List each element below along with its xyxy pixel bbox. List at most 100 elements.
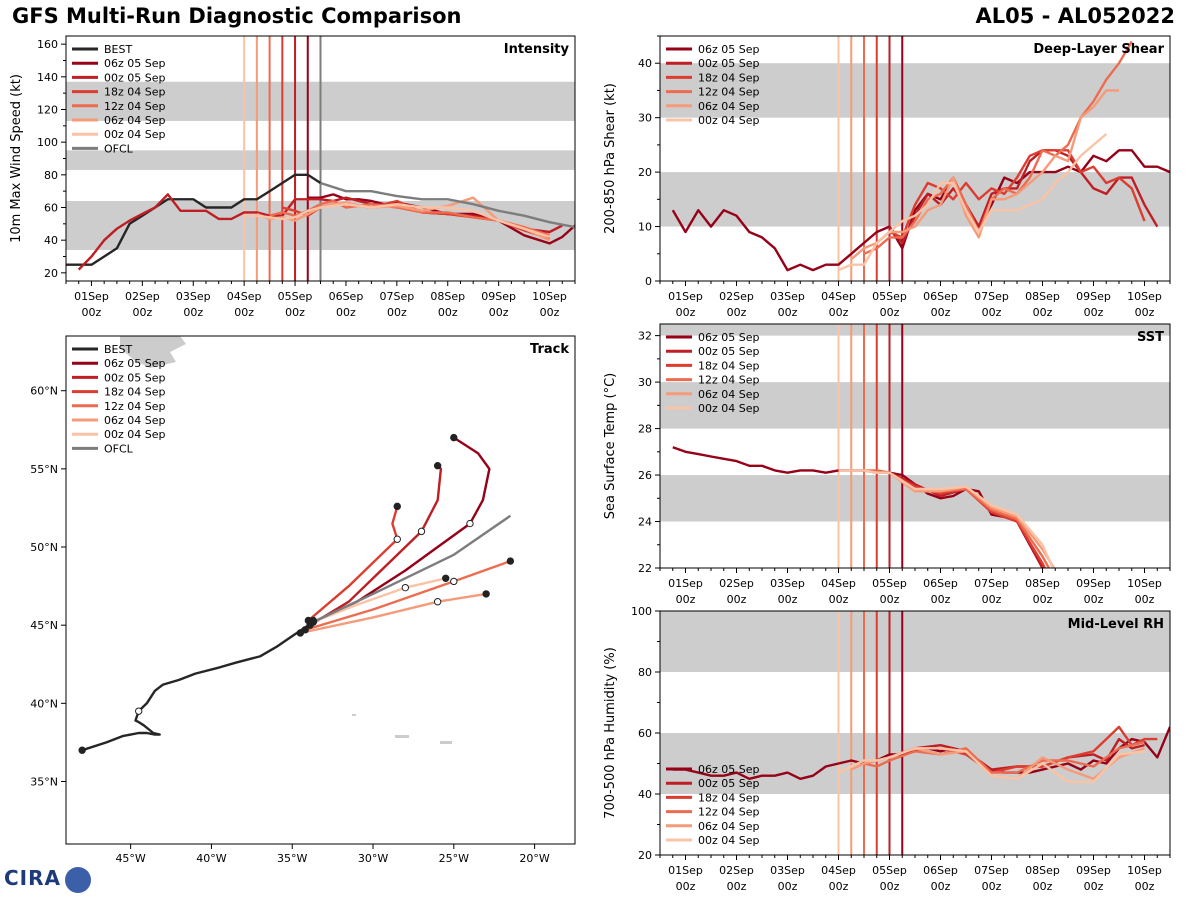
x-tick-label: 00z [931, 306, 951, 319]
legend-label-12z-04-sep: 12z 04 Sep [104, 400, 166, 413]
track-point-06z-04-sep [482, 590, 490, 598]
greenland-land [120, 336, 186, 368]
x-tick-label: 00z [1084, 593, 1104, 606]
series-line-ofcl [320, 181, 575, 229]
legend-label-06z-04-sep: 06z 04 Sep [104, 114, 166, 127]
track-point-00z-05-sep [433, 462, 442, 470]
legend-label-18z-04-sep: 18z 04 Sep [104, 386, 166, 399]
series-line-12z-04-sep [304, 559, 511, 632]
azores-land [352, 714, 356, 716]
x-tick-label: 03Sep [770, 577, 805, 590]
y-tick-label: 55°N [30, 463, 58, 476]
y-tick-label: 80 [638, 666, 652, 679]
track-point-00z-05-sep [417, 527, 426, 536]
x-tick-label: 40°W [196, 852, 226, 865]
panel-title: Deep-Layer Shear [1033, 42, 1164, 57]
x-tick-label: 08Sep [430, 290, 465, 303]
x-tick-label: 04Sep [227, 290, 262, 303]
series-line-00z-04-sep [837, 747, 1145, 783]
x-tick-label: 03Sep [770, 864, 805, 877]
x-tick-label: 00z [727, 306, 747, 319]
track-point-18z-04-sep [393, 502, 401, 511]
x-tick-label: 00z [829, 593, 849, 606]
y-tick-label: 26 [638, 469, 652, 482]
series-line-best [66, 173, 322, 266]
x-tick-label: 00z [982, 880, 1002, 893]
x-tick-label: 00z [1135, 593, 1155, 606]
x-tick-label: 00z [489, 306, 509, 319]
cira-logo: CIRA [4, 866, 91, 893]
panel-title: Mid-Level RH [1068, 617, 1164, 632]
x-tick-label: 00z [82, 306, 102, 319]
x-tick-label: 04Sep [821, 290, 856, 303]
x-tick-label: 04Sep [821, 864, 856, 877]
x-tick-label: 06Sep [923, 864, 958, 877]
track-point-06z-04-sep [433, 598, 442, 606]
plot-frame [65, 335, 576, 845]
plot-area [660, 324, 1170, 568]
x-tick-label: 00z [676, 593, 696, 606]
track-point-06z-05-sep [450, 433, 458, 442]
legend-label-00z-04-sep: 00z 04 Sep [104, 428, 166, 441]
x-tick-label: 00z [1135, 880, 1155, 893]
band-1 [660, 63, 1170, 118]
legend-label-06z-05-sep: 06z 05 Sep [698, 43, 760, 56]
x-tick-label: 05Sep [872, 577, 907, 590]
x-tick-label: 00z [540, 306, 560, 319]
legend-label-06z-04-sep: 06z 04 Sep [698, 100, 760, 113]
azores-land [395, 735, 409, 738]
x-tick-label: 09Sep [481, 290, 516, 303]
legend-label-00z-04-sep: 00z 04 Sep [698, 834, 760, 847]
x-tick-label: 00z [880, 593, 900, 606]
y-tick-label: 10 [638, 221, 652, 234]
x-tick-label: 00z [1084, 880, 1104, 893]
y-tick-label: 100 [37, 136, 58, 149]
x-tick-label: 00z [982, 593, 1002, 606]
legend-label-ofcl: OFCL [104, 442, 134, 455]
y-axis-label: Sea Surface Temp (°C) [603, 373, 618, 520]
legend-label-best: BEST [104, 343, 132, 356]
x-tick-label: 02Sep [125, 290, 160, 303]
legend-label-06z-05-sep: 06z 05 Sep [104, 57, 166, 70]
series-line-18z-04-sep [307, 506, 399, 622]
plot-area [660, 611, 1170, 855]
panel-title: Track [530, 342, 569, 357]
x-tick-label: 00z [234, 306, 254, 319]
band-1 [660, 382, 1170, 429]
x-tick-label: 07Sep [974, 290, 1009, 303]
y-tick-label: 40 [638, 57, 652, 70]
globe-icon [65, 866, 91, 893]
series-line-ofcl [312, 514, 512, 624]
legend-label-00z-05-sep: 00z 05 Sep [698, 57, 760, 70]
band-1 [660, 611, 1170, 672]
x-tick-label: 00z [829, 306, 849, 319]
y-tick-label: 80 [44, 169, 58, 182]
y-tick-label: 40°N [30, 697, 58, 710]
panel-title: SST [1137, 330, 1164, 345]
x-tick-label: 06Sep [329, 290, 364, 303]
x-tick-label: 00z [931, 880, 951, 893]
legend-label-06z-05-sep: 06z 05 Sep [698, 331, 760, 344]
x-tick-label: 00z [931, 593, 951, 606]
legend-label-ofcl: OFCL [104, 142, 134, 155]
track-point-00z-04-sep [442, 574, 450, 582]
series-line-06z-04-sep [300, 592, 487, 635]
x-tick-label: 05Sep [872, 864, 907, 877]
x-tick-label: 03Sep [176, 290, 211, 303]
y-axis-label: 200-850 hPa Shear (kt) [603, 83, 618, 234]
x-tick-label: 07Sep [974, 864, 1009, 877]
x-tick-label: 00z [982, 306, 1002, 319]
x-tick-label: 00z [880, 306, 900, 319]
band-2 [660, 324, 1170, 336]
band-0 [660, 475, 1170, 522]
x-tick-label: 10Sep [1127, 864, 1162, 877]
panel-title: Intensity [504, 42, 570, 57]
series-line-12z-04-sep [863, 740, 1145, 774]
plot-area [660, 36, 1170, 281]
x-tick-label: 35°W [277, 852, 307, 865]
x-tick-label: 06Sep [923, 290, 958, 303]
x-tick-label: 04Sep [821, 577, 856, 590]
x-tick-label: 07Sep [379, 290, 414, 303]
series-line-00z-04-sep [838, 133, 1108, 272]
y-tick-label: 50°N [30, 541, 58, 554]
